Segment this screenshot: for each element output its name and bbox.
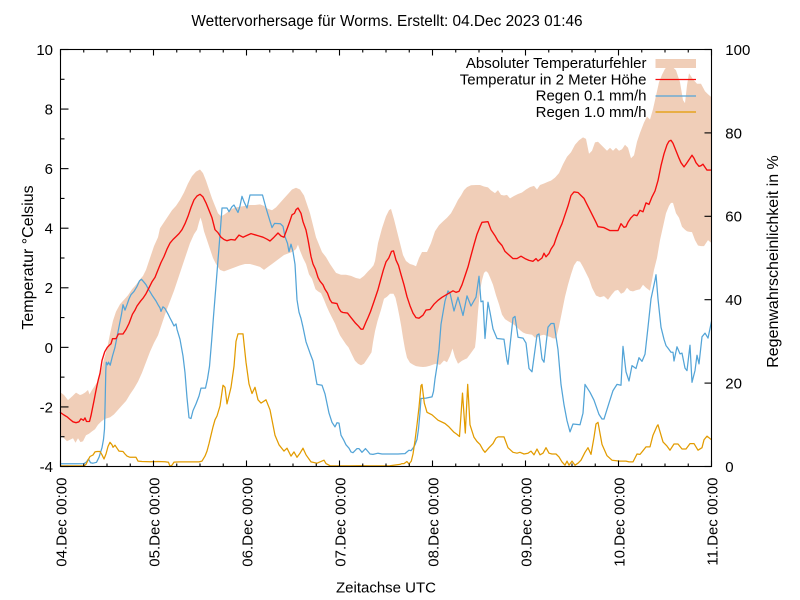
svg-text:Regenwahrscheinlichkeit in %: Regenwahrscheinlichkeit in % — [765, 155, 782, 368]
svg-text:60: 60 — [725, 209, 742, 226]
svg-text:-4: -4 — [40, 459, 53, 476]
svg-text:04.Dec 00:00: 04.Dec 00:00 — [53, 478, 70, 567]
svg-text:Regen 0.1 mm/h: Regen 0.1 mm/h — [536, 88, 647, 105]
svg-text:Temperatur in 2 Meter Höhe: Temperatur in 2 Meter Höhe — [460, 71, 647, 88]
svg-text:20: 20 — [725, 376, 742, 393]
svg-text:09.Dec 00:00: 09.Dec 00:00 — [518, 478, 535, 567]
svg-text:0: 0 — [725, 459, 733, 476]
svg-text:10.Dec 00:00: 10.Dec 00:00 — [611, 478, 628, 567]
svg-text:Temperatur °Celsius: Temperatur °Celsius — [20, 185, 37, 329]
svg-text:4: 4 — [45, 221, 53, 238]
svg-text:6: 6 — [45, 161, 53, 178]
svg-text:Regen 1.0 mm/h: Regen 1.0 mm/h — [536, 104, 647, 121]
svg-text:07.Dec 00:00: 07.Dec 00:00 — [332, 478, 349, 567]
svg-text:Zeitachse UTC: Zeitachse UTC — [336, 580, 436, 597]
svg-text:06.Dec 00:00: 06.Dec 00:00 — [239, 478, 256, 567]
svg-text:100: 100 — [725, 42, 750, 59]
svg-text:0: 0 — [45, 340, 53, 357]
svg-text:Wettervorhersage für Worms. Er: Wettervorhersage für Worms. Erstellt: 04… — [191, 13, 582, 30]
svg-text:8: 8 — [45, 102, 53, 119]
svg-text:40: 40 — [725, 292, 742, 309]
svg-text:08.Dec 00:00: 08.Dec 00:00 — [425, 478, 442, 567]
svg-text:-2: -2 — [40, 399, 53, 416]
svg-text:2: 2 — [45, 280, 53, 297]
svg-text:10: 10 — [36, 42, 53, 59]
svg-text:80: 80 — [725, 125, 742, 142]
svg-text:11.Dec 00:00: 11.Dec 00:00 — [704, 478, 721, 566]
svg-text:05.Dec 00:00: 05.Dec 00:00 — [146, 478, 163, 567]
svg-text:Absoluter Temperaturfehler: Absoluter Temperaturfehler — [466, 55, 647, 72]
